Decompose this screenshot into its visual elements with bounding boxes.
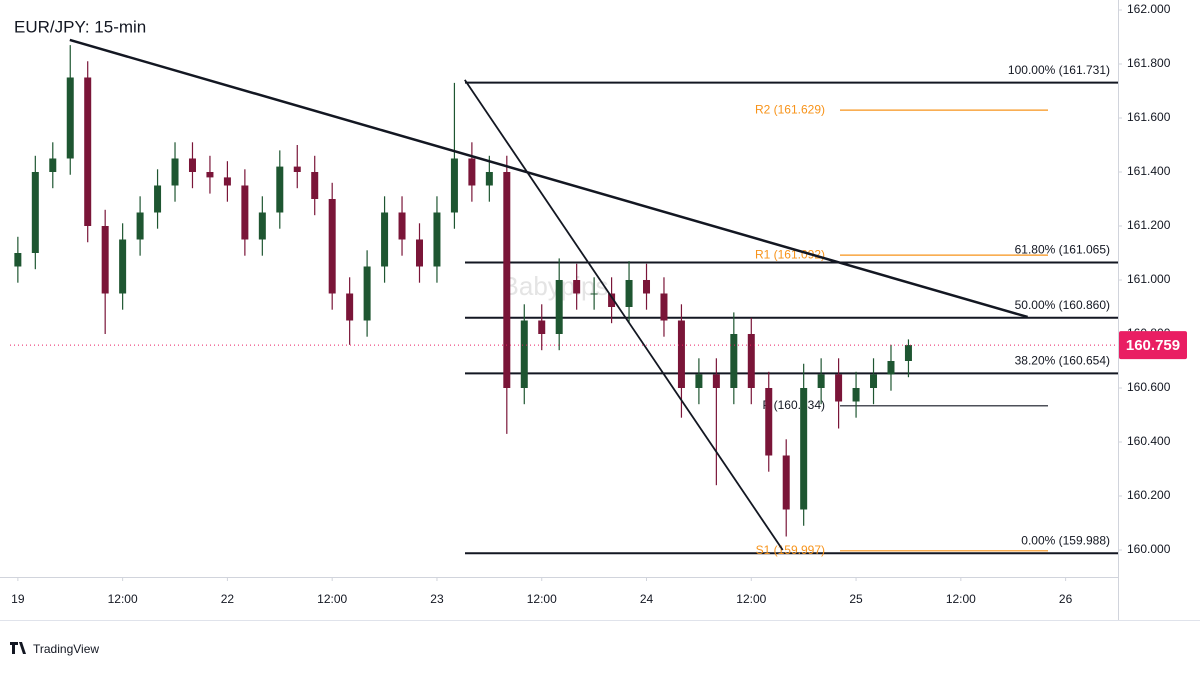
- chart-title: EUR/JPY: 15-min: [14, 17, 146, 36]
- y-tick-label: 161.400: [1127, 164, 1171, 178]
- brand-name: TradingView: [33, 642, 99, 656]
- candle-body: [677, 320, 685, 388]
- candle-body: [695, 374, 703, 388]
- candle-body: [450, 158, 458, 213]
- candle-body: [119, 239, 127, 294]
- candle-body: [817, 374, 825, 388]
- candle-body: [660, 293, 668, 321]
- x-tick-label: 26: [1059, 592, 1073, 606]
- candle-body: [14, 252, 22, 267]
- fib-label: 0.00% (159.988): [1021, 533, 1110, 547]
- brand-logo: [10, 642, 26, 654]
- candle-body: [311, 171, 319, 199]
- y-tick-label: 160.200: [1127, 488, 1171, 502]
- candle-body: [712, 374, 720, 388]
- candle-body: [171, 158, 179, 186]
- y-tick-label: 162.000: [1127, 2, 1171, 16]
- fib-label: 38.20% (160.654): [1015, 354, 1110, 368]
- candle-body: [765, 387, 773, 456]
- candle-body: [84, 77, 92, 226]
- y-tick-label: 161.000: [1127, 272, 1171, 286]
- candle-body: [800, 387, 808, 510]
- fib-label: 50.00% (160.860): [1015, 298, 1110, 312]
- candle-body: [555, 279, 563, 334]
- trend-line: [69, 38, 1028, 319]
- candle-body: [136, 212, 144, 240]
- watermark: Babypips: [502, 271, 609, 301]
- candle-body: [328, 198, 336, 294]
- candle-body: [503, 171, 511, 388]
- y-tick-label: 161.200: [1127, 218, 1171, 232]
- pivot-label: R2 (161.629): [755, 102, 825, 116]
- candle-body: [835, 374, 843, 402]
- candle-body: [363, 266, 371, 321]
- candle-body: [415, 239, 423, 267]
- candle-body: [852, 387, 860, 402]
- candle-body: [520, 320, 528, 388]
- last-price-label: 160.759: [1126, 337, 1180, 354]
- candle-body: [154, 185, 162, 213]
- candle-body: [485, 171, 493, 186]
- candle-body: [381, 212, 389, 267]
- candle-body: [904, 345, 912, 361]
- y-tick-label: 160.600: [1127, 380, 1171, 394]
- candle-body: [433, 212, 441, 267]
- candle-body: [206, 171, 214, 178]
- candle-body: [276, 166, 284, 213]
- candle-body: [747, 333, 755, 388]
- x-tick-label: 12:00: [527, 592, 557, 606]
- candle-body: [625, 279, 633, 307]
- plot-area: 100.00% (161.731) 61.80% (161.065) 50.00% …: [10, 38, 1118, 557]
- candle-body: [590, 293, 598, 295]
- candle-body: [293, 166, 301, 172]
- candle-body: [887, 360, 895, 375]
- y-tick-label: 160.000: [1127, 542, 1171, 556]
- trend-line: [464, 79, 784, 551]
- y-tick-label: 160.400: [1127, 434, 1171, 448]
- candle-body: [398, 212, 406, 240]
- candle-body: [573, 279, 581, 294]
- candle-body: [101, 225, 109, 294]
- candle-body: [241, 185, 249, 240]
- x-tick-label: 12:00: [946, 592, 976, 606]
- y-tick-label: 161.800: [1127, 56, 1171, 70]
- candle-body: [31, 171, 39, 253]
- x-tick-label: 24: [640, 592, 654, 606]
- candle-body: [346, 293, 354, 321]
- candle-body: [608, 293, 616, 307]
- pivot-label: S1 (159.997): [756, 543, 825, 557]
- x-tick-label: 12:00: [108, 592, 138, 606]
- x-tick-label: 23: [430, 592, 444, 606]
- candle-body: [730, 333, 738, 388]
- pivot-label: R1 (161.092): [755, 247, 825, 261]
- last-price-box: [1119, 331, 1187, 360]
- x-tick-label: 12:00: [736, 592, 766, 606]
- x-tick-label: 25: [849, 592, 863, 606]
- candle-body: [49, 158, 57, 172]
- x-tick-label: 19: [11, 592, 25, 606]
- candle-body: [870, 374, 878, 388]
- candle-body: [538, 320, 546, 334]
- candle-body: [66, 77, 74, 159]
- fib-label: 61.80% (161.065): [1015, 243, 1110, 257]
- x-tick-label: 12:00: [317, 592, 347, 606]
- candle-body: [223, 177, 231, 186]
- fib-label: 100.00% (161.731): [1008, 63, 1110, 77]
- candle-body: [258, 212, 266, 240]
- pivot-label: P (160.534): [763, 398, 826, 412]
- candle-body: [468, 158, 476, 186]
- y-tick-label: 161.600: [1127, 110, 1171, 124]
- x-tick-label: 22: [221, 592, 235, 606]
- candle-body: [782, 455, 790, 510]
- candle-body: [188, 158, 196, 172]
- candle-body: [643, 279, 651, 294]
